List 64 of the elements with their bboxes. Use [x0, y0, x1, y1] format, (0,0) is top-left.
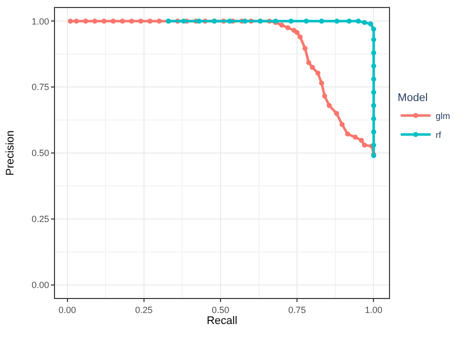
y-tick-label: 0.75: [32, 82, 50, 92]
y-tick-label: 1.00: [32, 16, 50, 26]
y-tick-label: 0.00: [32, 280, 50, 290]
point: [326, 103, 332, 108]
y-axis-title: Precision: [4, 130, 16, 176]
point: [322, 94, 328, 99]
point: [368, 21, 374, 26]
point: [346, 18, 352, 24]
point: [345, 132, 350, 137]
point: [138, 18, 144, 24]
point: [285, 25, 290, 30]
point: [83, 18, 88, 24]
point: [334, 18, 340, 24]
point: [319, 18, 324, 24]
point: [298, 34, 303, 40]
point: [120, 18, 125, 24]
point: [74, 18, 79, 24]
point: [334, 110, 340, 116]
y-tick-label: 0.25: [32, 214, 50, 224]
x-tick-label: 0.25: [135, 304, 153, 315]
x-tick-label: 0.00: [58, 304, 76, 315]
point: [242, 18, 248, 24]
point: [310, 64, 315, 70]
point: [92, 18, 98, 24]
legend-label: rf: [436, 130, 442, 140]
point: [315, 70, 320, 76]
point: [147, 18, 152, 24]
legend-title: Model: [398, 92, 428, 104]
point: [362, 142, 367, 148]
point: [319, 80, 324, 86]
point: [371, 37, 376, 42]
point: [371, 76, 376, 82]
point: [371, 116, 376, 122]
point: [129, 18, 134, 24]
point: [362, 20, 367, 25]
point: [110, 18, 116, 24]
point: [371, 129, 376, 134]
point: [358, 138, 364, 143]
x-tick-label: 0.50: [212, 304, 230, 315]
point: [302, 46, 308, 51]
x-tick-label: 0.75: [288, 304, 306, 315]
point: [304, 18, 309, 24]
legend-label: glm: [436, 111, 450, 122]
x-tick-label: 1.00: [364, 304, 382, 315]
point: [371, 50, 376, 56]
point: [288, 18, 294, 24]
point: [181, 18, 186, 24]
point: [371, 90, 376, 95]
point: [294, 30, 300, 36]
point: [306, 60, 312, 66]
point: [371, 26, 376, 32]
point: [371, 64, 376, 68]
y-tick-label: 0.50: [32, 148, 50, 158]
point: [352, 134, 358, 140]
point: [371, 103, 376, 108]
point: [196, 18, 202, 24]
point: [227, 18, 232, 24]
x-axis-title: Recall: [206, 315, 238, 327]
point: [68, 18, 73, 24]
point: [279, 22, 284, 28]
point: [156, 18, 162, 24]
point: [340, 122, 345, 128]
point: [356, 18, 361, 24]
point: [102, 18, 107, 24]
